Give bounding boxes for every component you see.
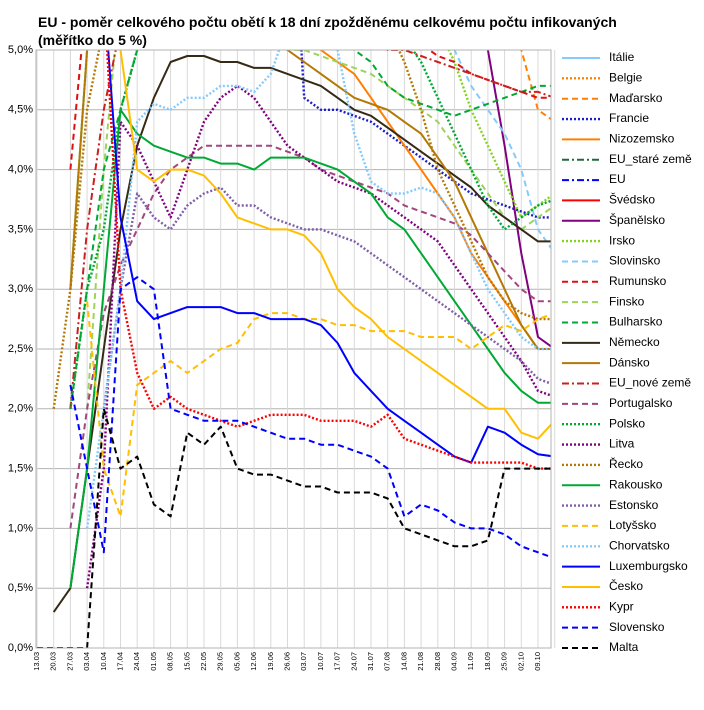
series-line bbox=[69, 276, 551, 559]
series-line bbox=[300, 50, 551, 219]
legend-label: Lotyšsko bbox=[609, 518, 657, 532]
legend-label: Rumunsko bbox=[609, 274, 667, 288]
x-tick-label: 03.04 bbox=[82, 652, 91, 671]
x-tick-label: 10.04 bbox=[99, 652, 108, 671]
legend-label: Nizozemsko bbox=[609, 132, 675, 146]
y-tick-label: 3,5% bbox=[8, 223, 33, 235]
x-tick-label: 25.09 bbox=[500, 652, 509, 671]
x-tick-label: 14.08 bbox=[399, 652, 408, 671]
series-line bbox=[69, 108, 551, 589]
series-line bbox=[54, 0, 555, 14]
y-tick-label: 5,0% bbox=[8, 44, 33, 56]
series-line bbox=[102, 186, 551, 409]
legend-label: Portugalsko bbox=[609, 396, 673, 410]
x-tick-label: 11.09 bbox=[466, 652, 475, 670]
y-tick-label: 3,0% bbox=[8, 283, 33, 295]
legend-label: Slovensko bbox=[609, 620, 665, 634]
y-tick-label: 1,5% bbox=[8, 463, 33, 475]
series-line bbox=[69, 50, 551, 290]
y-tick-label: 2,0% bbox=[8, 403, 33, 415]
y-tick-label: 0,5% bbox=[8, 582, 33, 594]
series-line bbox=[119, 50, 551, 440]
legend-label: Chorvatsko bbox=[609, 538, 670, 552]
legend-label: Řecko bbox=[609, 456, 643, 471]
x-tick-label: 21.08 bbox=[416, 652, 425, 671]
x-tick-label: 02.10 bbox=[516, 652, 525, 671]
x-tick-label: 03.07 bbox=[299, 652, 308, 671]
legend: Itálie Belgie Maďarsko Francie Nizozemsko EU_… bbox=[562, 50, 692, 654]
y-tick-label: 4,0% bbox=[8, 164, 33, 176]
legend-label: Finsko bbox=[609, 294, 645, 308]
legend-label: Luxemburgsko bbox=[609, 559, 688, 573]
y-tick-label: 2,5% bbox=[8, 343, 33, 355]
series-line bbox=[69, 50, 551, 409]
x-tick-label: 17.04 bbox=[115, 652, 124, 671]
grid bbox=[36, 49, 556, 649]
y-tick-label: 0,0% bbox=[8, 642, 33, 654]
legend-label: EU bbox=[609, 172, 626, 186]
legend-label: Španělsko bbox=[609, 212, 665, 227]
y-tick-label: 1,0% bbox=[8, 522, 33, 534]
x-tick-label: 15.05 bbox=[182, 652, 191, 671]
series-line bbox=[69, 50, 551, 409]
x-tick-label: 29.05 bbox=[216, 652, 225, 671]
x-tick-label: 01.05 bbox=[149, 652, 158, 671]
series-line bbox=[85, 84, 551, 589]
legend-label: Irsko bbox=[609, 233, 635, 247]
plot-lines bbox=[37, 0, 555, 648]
series-line bbox=[37, 407, 551, 648]
legend-label: Belgie bbox=[609, 71, 643, 85]
x-tick-label: 26.06 bbox=[282, 652, 291, 671]
series-line bbox=[107, 50, 551, 464]
x-tick-label: 19.06 bbox=[266, 652, 275, 671]
series-line bbox=[69, 50, 551, 350]
legend-label: Polsko bbox=[609, 416, 645, 430]
legend-label: Francie bbox=[609, 111, 649, 125]
axes: 0,0% 0,5% 1,0% 1,5% 2,0% 2,5% 3,0% 3,5% 4,0% 4,5%… bbox=[8, 44, 542, 671]
x-tick-label: 05.06 bbox=[232, 652, 241, 671]
plot-frame bbox=[35, 49, 552, 649]
legend-label: Maďarsko bbox=[609, 91, 663, 105]
x-tick-label: 22.05 bbox=[199, 652, 208, 671]
x-tick-label: 10.07 bbox=[316, 652, 325, 671]
x-tick-label: 04.09 bbox=[449, 652, 458, 671]
legend-label: EU_staré země bbox=[609, 152, 692, 166]
legend-label: Estonsko bbox=[609, 498, 659, 512]
chart-subtitle: (měřítko do 5 %) bbox=[38, 32, 147, 48]
x-tick-label: 20.03 bbox=[49, 652, 58, 671]
legend-label: Švédsko bbox=[609, 192, 655, 207]
legend-label: EU_nové země bbox=[609, 376, 691, 390]
series-line bbox=[86, 50, 551, 409]
legend-label: Dánsko bbox=[609, 355, 650, 369]
x-tick-label: 12.06 bbox=[249, 652, 258, 671]
x-tick-label: 31.07 bbox=[366, 652, 375, 671]
legend-label: Kypr bbox=[609, 599, 634, 613]
legend-label: Česko bbox=[609, 578, 643, 593]
x-tick-label: 27.03 bbox=[65, 652, 74, 671]
x-tick-label: 08.05 bbox=[166, 652, 175, 671]
legend-label: Rakousko bbox=[609, 477, 663, 491]
legend-label: Bulharsko bbox=[609, 315, 663, 329]
legend-label: Litva bbox=[609, 437, 635, 451]
legend-label: Itálie bbox=[609, 50, 635, 64]
x-tick-label: 18.09 bbox=[483, 652, 492, 671]
x-tick-label: 17.07 bbox=[333, 652, 342, 671]
legend-label: Slovinsko bbox=[609, 254, 661, 268]
x-tick-label: 07.08 bbox=[383, 652, 392, 671]
x-tick-label: 28.08 bbox=[433, 652, 442, 671]
series-line bbox=[105, 50, 551, 470]
y-tick-label: 4,5% bbox=[8, 104, 33, 116]
x-tick-label: 24.04 bbox=[132, 652, 141, 671]
legend-label: Německo bbox=[609, 335, 660, 349]
x-tick-label: 09.10 bbox=[533, 652, 542, 671]
chart-title: EU - poměr celkového počtu obětí k 18 dn… bbox=[38, 14, 617, 30]
x-tick-label: 24.07 bbox=[349, 652, 358, 671]
series-line bbox=[69, 50, 551, 409]
x-tick-label: 13.03 bbox=[32, 652, 41, 671]
legend-label: Malta bbox=[609, 640, 639, 654]
